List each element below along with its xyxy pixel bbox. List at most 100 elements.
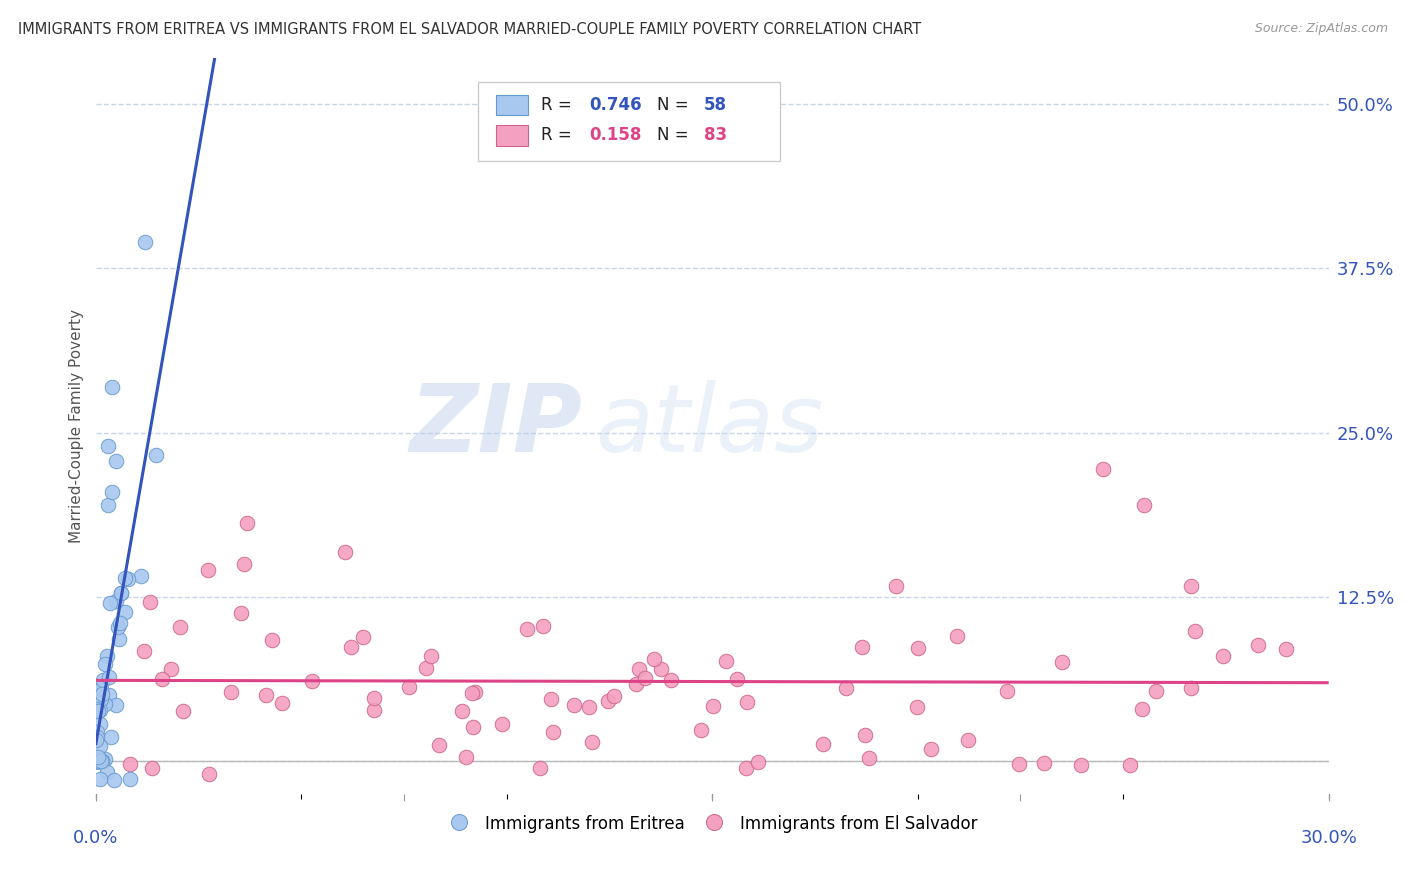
Point bbox=[714, 654, 737, 668]
Point bbox=[659, 673, 682, 687]
Point bbox=[415, 661, 437, 675]
Point bbox=[363, 703, 385, 717]
FancyBboxPatch shape bbox=[496, 95, 529, 115]
Point bbox=[835, 681, 858, 695]
Point bbox=[84, 733, 107, 747]
Point bbox=[84, 754, 107, 768]
Point bbox=[463, 685, 485, 699]
Point bbox=[1008, 757, 1031, 772]
Point bbox=[363, 691, 385, 706]
Text: R =: R = bbox=[541, 96, 571, 114]
Point bbox=[920, 741, 942, 756]
Point bbox=[643, 651, 665, 665]
Point bbox=[451, 704, 474, 718]
Point bbox=[87, 754, 110, 768]
Point bbox=[858, 750, 880, 764]
Point bbox=[87, 750, 110, 764]
Point bbox=[104, 698, 127, 712]
Point bbox=[1275, 642, 1298, 657]
Point bbox=[461, 720, 484, 734]
Point bbox=[96, 649, 118, 664]
Point bbox=[1247, 638, 1270, 652]
Text: 0.746: 0.746 bbox=[589, 96, 641, 114]
Point bbox=[946, 629, 969, 643]
Point bbox=[89, 739, 111, 754]
Point bbox=[94, 752, 117, 766]
Point bbox=[98, 688, 121, 702]
Point bbox=[120, 757, 142, 772]
Point bbox=[491, 716, 513, 731]
Point bbox=[105, 454, 128, 468]
Point bbox=[84, 683, 107, 698]
Point bbox=[103, 773, 125, 788]
Point bbox=[87, 754, 110, 768]
Point bbox=[233, 557, 256, 571]
Text: 0.158: 0.158 bbox=[589, 127, 641, 145]
Point bbox=[352, 630, 374, 644]
Point bbox=[219, 685, 242, 699]
Text: 58: 58 bbox=[703, 96, 727, 114]
Point bbox=[145, 449, 167, 463]
Text: atlas: atlas bbox=[595, 380, 824, 472]
Point bbox=[907, 699, 929, 714]
Point bbox=[100, 730, 122, 744]
Point bbox=[957, 733, 980, 747]
Point bbox=[1119, 758, 1142, 772]
Point bbox=[398, 680, 420, 694]
Point bbox=[1070, 758, 1092, 772]
Point bbox=[91, 754, 114, 768]
Point bbox=[101, 379, 124, 393]
Point bbox=[231, 606, 253, 620]
Point bbox=[254, 688, 277, 702]
Point bbox=[747, 756, 769, 770]
Point bbox=[540, 692, 562, 706]
Text: 83: 83 bbox=[703, 127, 727, 145]
Text: Source: ZipAtlas.com: Source: ZipAtlas.com bbox=[1254, 22, 1388, 36]
Point bbox=[1212, 649, 1234, 664]
Point bbox=[650, 662, 672, 676]
Point bbox=[603, 689, 626, 703]
Point bbox=[87, 754, 110, 768]
Point bbox=[461, 686, 484, 700]
Point bbox=[98, 596, 121, 610]
FancyBboxPatch shape bbox=[496, 125, 529, 145]
Point bbox=[84, 754, 107, 768]
Point bbox=[91, 754, 114, 768]
Point bbox=[84, 754, 107, 768]
Point bbox=[101, 484, 124, 499]
Point bbox=[90, 681, 112, 696]
Point bbox=[851, 640, 873, 654]
Point bbox=[811, 737, 834, 751]
Point bbox=[1180, 579, 1202, 593]
Point bbox=[94, 697, 117, 711]
Point bbox=[117, 572, 139, 586]
Point bbox=[853, 728, 876, 742]
Legend: Immigrants from Eritrea, Immigrants from El Salvador: Immigrants from Eritrea, Immigrants from… bbox=[440, 807, 984, 841]
Point bbox=[150, 672, 173, 686]
Text: 30.0%: 30.0% bbox=[1301, 829, 1357, 847]
Point bbox=[91, 687, 114, 701]
Point bbox=[1180, 681, 1202, 695]
Point bbox=[86, 704, 108, 718]
Point bbox=[1050, 656, 1073, 670]
Point bbox=[690, 723, 713, 737]
Text: N =: N = bbox=[657, 127, 689, 145]
Point bbox=[634, 671, 657, 685]
Point bbox=[110, 616, 132, 631]
Point bbox=[129, 569, 152, 583]
Point bbox=[271, 696, 294, 710]
Point bbox=[420, 648, 443, 663]
Point bbox=[529, 761, 551, 775]
Point bbox=[581, 735, 603, 749]
Point bbox=[301, 674, 323, 689]
Point bbox=[86, 730, 108, 744]
Point bbox=[702, 698, 724, 713]
Point bbox=[97, 498, 120, 512]
Point bbox=[627, 662, 650, 676]
Y-axis label: Married-Couple Family Poverty: Married-Couple Family Poverty bbox=[69, 309, 84, 543]
FancyBboxPatch shape bbox=[478, 81, 780, 161]
Point bbox=[735, 761, 758, 775]
Point bbox=[107, 620, 129, 634]
Text: ZIP: ZIP bbox=[409, 380, 582, 472]
Point bbox=[93, 657, 115, 671]
